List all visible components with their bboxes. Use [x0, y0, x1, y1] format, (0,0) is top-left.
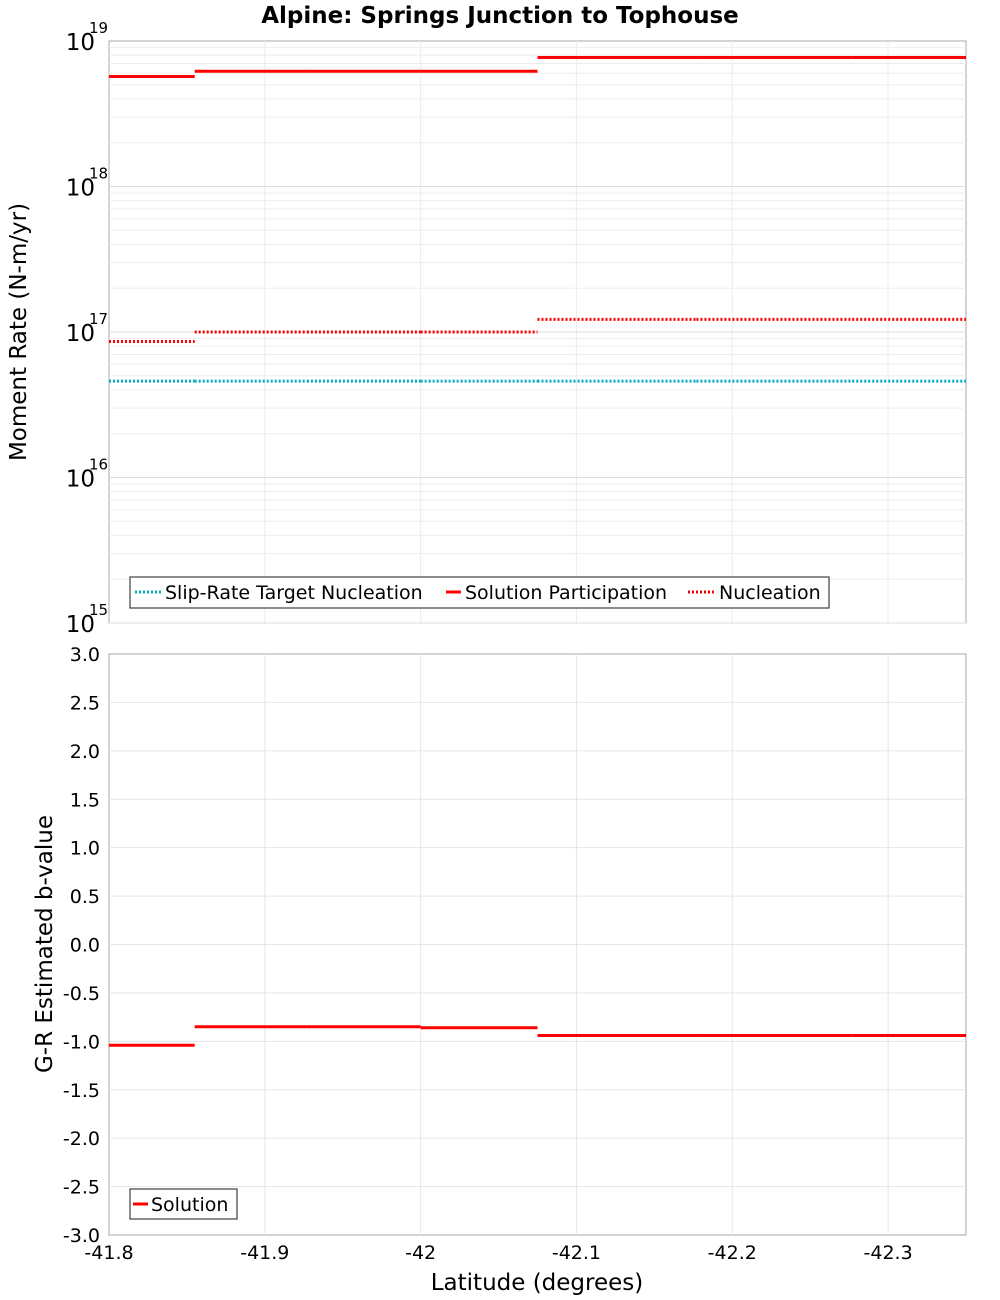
top-y-tick-label: 10: [66, 612, 95, 638]
x-tick-label: -42.2: [708, 1242, 757, 1264]
bottom-series: [109, 1025, 966, 1047]
legend-label-solution-participation: Solution Participation: [465, 582, 667, 604]
top-y-tick-exponent: 16: [89, 456, 108, 474]
top-y-tick-label: 10: [66, 321, 95, 347]
bottom-y-tick-label: 2.5: [70, 692, 100, 714]
bottom-y-tick-label: -0.5: [63, 983, 100, 1005]
bottom-y-tick-label: 0.0: [70, 935, 100, 957]
legend-label-solution: Solution: [151, 1194, 228, 1216]
top-series: [109, 56, 966, 383]
bottom-legend: Solution: [129, 1188, 238, 1220]
bottom-y-tick-label: -3.0: [63, 1225, 100, 1247]
bottom-y-tick-label: 1.0: [70, 838, 100, 860]
x-axis-label: Latitude (degrees): [431, 1270, 644, 1296]
bottom-y-tick-label: -2.5: [63, 1177, 100, 1199]
legend-label-nucleation: Nucleation: [719, 582, 821, 604]
bottom-panel: 3.0 2.5 2.0 1.5 1.0 0.5 0.0 -0.5 -1.0 -1.5 -2.0 -2.…: [32, 644, 967, 1296]
top-y-tick-exponent: 19: [89, 19, 108, 37]
bottom-y-tick-label: -1.0: [63, 1031, 100, 1053]
bottom-y-tick-label: 3.0: [70, 644, 100, 666]
top-legend-box: [129, 576, 830, 609]
top-y-tick-exponent: 15: [89, 601, 108, 619]
bottom-y-tick-label: -1.5: [63, 1080, 100, 1102]
x-tick-label: -42: [405, 1242, 436, 1264]
bottom-gridlines: [109, 654, 966, 1235]
top-y-tick-label: 10: [66, 467, 95, 493]
top-y-tick-label: 10: [66, 30, 95, 56]
top-y-tick-exponent: 18: [89, 165, 108, 183]
bottom-x-ticks: -41.8 -41.9 -42 -42.1 -42.2 -42.3: [84, 1242, 912, 1264]
bottom-y-axis-label: G-R Estimated b-value: [32, 815, 58, 1073]
x-tick-label: -42.1: [552, 1242, 601, 1264]
top-y-axis-label: Moment Rate (N-m/yr): [6, 203, 32, 461]
legend-label-slip-rate: Slip-Rate Target Nucleation: [165, 582, 423, 604]
bottom-y-tick-label: 1.5: [70, 789, 100, 811]
top-y-tick-label: 10: [66, 176, 95, 202]
bottom-y-tick-label: 2.0: [70, 741, 100, 763]
x-tick-label: -42.3: [864, 1242, 913, 1264]
x-tick-label: -41.9: [240, 1242, 289, 1264]
top-legend: Slip-Rate Target Nucleation Solution Par…: [129, 576, 830, 609]
chart-title: Alpine: Springs Junction to Tophouse: [261, 3, 739, 29]
bottom-y-ticks: 3.0 2.5 2.0 1.5 1.0 0.5 0.0 -0.5 -1.0 -1.5 -2.0 -2.…: [63, 644, 100, 1247]
top-y-tick-exponent: 17: [89, 310, 108, 328]
x-tick-label: -41.8: [84, 1242, 133, 1264]
bottom-y-tick-label: -2.0: [63, 1128, 100, 1150]
bottom-y-tick-label: 0.5: [70, 886, 100, 908]
